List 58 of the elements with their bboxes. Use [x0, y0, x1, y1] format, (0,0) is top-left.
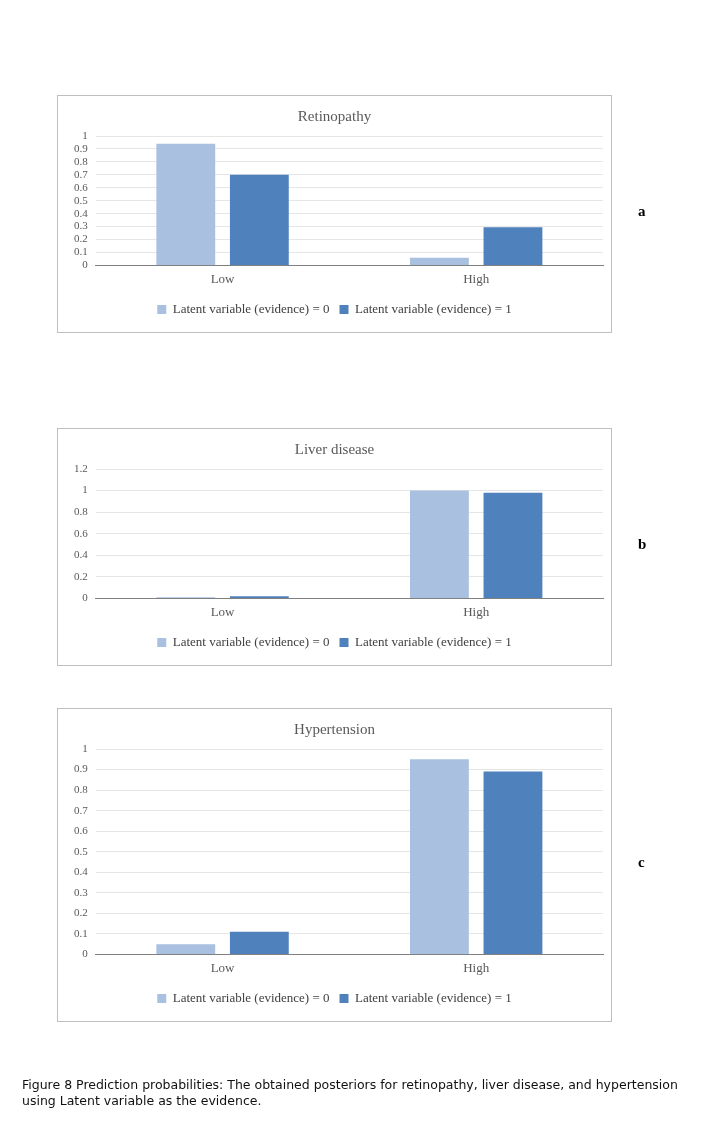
y-tick-label: 0.5: [74, 193, 89, 206]
y-tick-label: 0.7: [74, 803, 89, 816]
y-tick-label: 0: [82, 591, 89, 604]
y-tick-label: 0.6: [74, 824, 89, 837]
y-tick-label: 0.6: [74, 180, 89, 193]
y-tick-label: 0.8: [74, 154, 89, 167]
y-tick-label: 0.4: [74, 206, 89, 219]
y-tick-label: 0.3: [74, 885, 89, 898]
bar: [409, 257, 469, 265]
y-tick-label: 0.4: [74, 548, 89, 561]
y-tick-label: 0.2: [74, 906, 88, 919]
bar: [483, 771, 543, 954]
y-tick-label: 0.5: [74, 844, 89, 857]
bar: [409, 759, 469, 954]
y-tick-label: 1: [82, 128, 88, 141]
chart-title: Hypertension: [294, 720, 376, 737]
x-tick-label: Low: [210, 959, 236, 975]
y-tick-label: 0.8: [74, 505, 89, 518]
y-tick-label: 0.2: [74, 569, 88, 582]
x-tick-label: High: [463, 959, 490, 975]
legend-label: Latent variable (evidence) = 1: [355, 633, 512, 649]
legend-label: Latent variable (evidence) = 1: [355, 989, 512, 1005]
bar: [156, 143, 216, 265]
chart-title: Liver disease: [294, 440, 375, 457]
x-tick-label: Low: [210, 270, 236, 286]
text: a: [638, 203, 646, 220]
legend-label: Latent variable (evidence) = 0: [172, 989, 330, 1005]
caption: Figure 8 Prediction probabilities: The obtained posteriors for retinopathy, liver disease, and hypertension using Latent variable as the evidence.: [22, 1077, 679, 1109]
x-tick-label: High: [463, 603, 490, 619]
y-tick-label: 0: [82, 947, 89, 960]
y-tick-label: 0.6: [74, 526, 89, 539]
text: b: [638, 536, 647, 553]
y-tick-label: 0.8: [74, 782, 89, 795]
y-tick-label: 0.3: [74, 219, 89, 232]
y-tick-label: 0.9: [74, 141, 89, 154]
y-tick-label: 1: [82, 483, 88, 496]
y-tick-label: 0.9: [74, 762, 89, 775]
y-tick-label: 0.2: [74, 232, 88, 245]
y-tick-label: 0.7: [74, 167, 89, 180]
y-tick-label: 1: [82, 741, 88, 754]
y-tick-label: 0: [82, 258, 89, 271]
bar: [483, 492, 543, 598]
chart-title: Retinopathy: [297, 107, 372, 124]
bar: [483, 227, 543, 265]
y-tick-label: 0.4: [74, 865, 89, 878]
bar: [409, 490, 469, 598]
y-tick-label: 1.2: [74, 461, 88, 474]
legend-label: Latent variable (evidence) = 0: [172, 633, 330, 649]
text: c: [638, 854, 645, 871]
y-tick-label: 0.1: [74, 926, 88, 939]
bar: [229, 931, 289, 954]
x-tick-label: High: [463, 270, 490, 286]
legend-label: Latent variable (evidence) = 1: [355, 300, 512, 316]
legend-label: Latent variable (evidence) = 0: [172, 300, 330, 316]
bar: [229, 174, 289, 265]
x-tick-label: Low: [210, 603, 236, 619]
y-tick-label: 0.1: [74, 245, 88, 258]
bar: [156, 944, 216, 954]
